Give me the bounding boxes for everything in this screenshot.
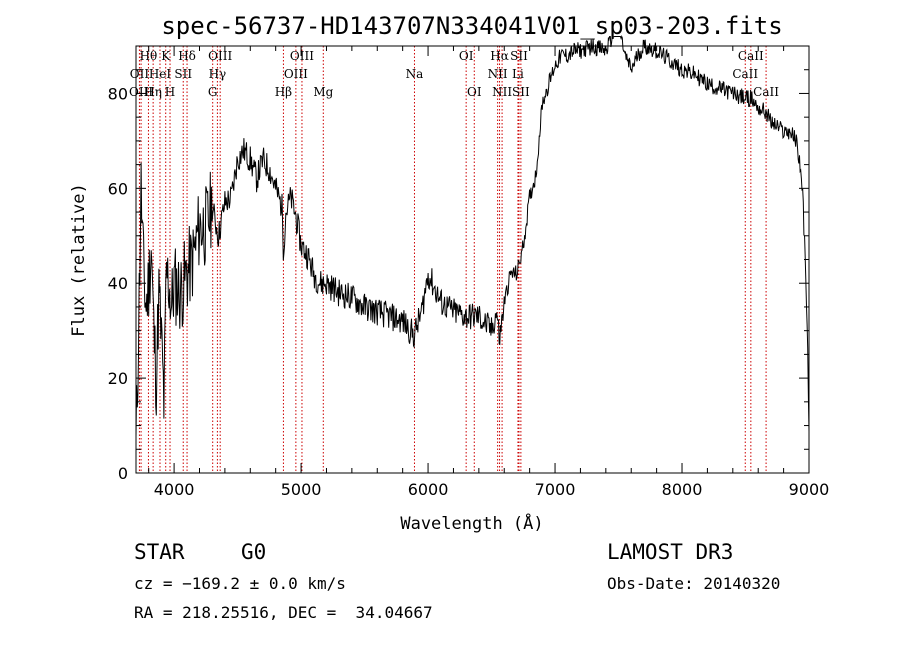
spectral-line-label: OI xyxy=(467,85,482,99)
spectral-line-label: Mg xyxy=(313,85,333,99)
chart-title: spec-56737-HD143707N334041V01_sp03-203.f… xyxy=(161,12,782,40)
y-tick-label: 40 xyxy=(108,274,128,293)
spectral-line-label: OIII xyxy=(208,49,232,63)
spectral-line-label: OIII xyxy=(290,49,314,63)
spectral-line-label: OI xyxy=(459,49,474,63)
spectral-line-label: OII xyxy=(130,67,150,81)
spectral-line-label: Na xyxy=(406,67,424,81)
y-tick-label: 0 xyxy=(118,464,128,483)
spectral-line-label: H xyxy=(165,85,175,99)
x-tick-label: 8000 xyxy=(662,480,703,499)
spectral-line-label: Hγ xyxy=(209,67,227,81)
spectral-line-label: SII xyxy=(174,67,192,81)
spectral-line-label: CaII xyxy=(738,49,764,63)
spectral-line-label: OIII xyxy=(284,67,308,81)
y-axis-label: Flux (relative) xyxy=(69,183,89,337)
observation-date: Obs-Date: 20140320 xyxy=(607,574,781,593)
axis-ticks: 4000 5000 6000 7000 8000 9000 0 20 40 60 80 xyxy=(108,46,830,499)
spectral-line-label: Hη xyxy=(144,85,162,99)
spectral-line-label: SII xyxy=(510,49,528,63)
spectral-line-label: Hβ xyxy=(275,85,292,99)
spectral-line-label: OIII xyxy=(129,85,153,99)
object-subclass: G0 xyxy=(241,540,267,564)
spectral-line-label: CaII xyxy=(732,67,758,81)
x-tick-label: 9000 xyxy=(789,480,830,499)
spectral-line-label: Li xyxy=(512,67,524,81)
spectral-line-label: Hθ xyxy=(140,49,158,63)
x-axis-label: Wavelength (Å) xyxy=(400,512,543,534)
y-tick-label: 60 xyxy=(108,179,128,198)
x-tick-label: 4000 xyxy=(154,480,195,499)
spectral-line-label: K xyxy=(161,49,171,63)
coordinates: RA = 218.25516, DEC = 34.04667 xyxy=(134,603,433,622)
y-tick-label: 80 xyxy=(108,84,128,103)
spectral-line-label: NII xyxy=(492,85,512,99)
spectrum-series-line xyxy=(135,35,810,437)
plot-frame xyxy=(135,45,810,474)
spectral-line-label: NII xyxy=(488,67,508,81)
spectral-line-label: Hα xyxy=(490,49,509,63)
spectral-line-label: Hδ xyxy=(178,49,196,63)
x-tick-label: 6000 xyxy=(408,480,449,499)
redshift-value: cz = −169.2 ± 0.0 km/s xyxy=(134,574,346,593)
object-class: STAR xyxy=(134,540,185,564)
survey-name: LAMOST DR3 xyxy=(607,540,734,564)
spectral-line-markers xyxy=(138,46,767,473)
y-tick-label: 20 xyxy=(108,369,128,388)
x-tick-label: 7000 xyxy=(535,480,576,499)
spectral-line-label: SII xyxy=(512,85,530,99)
spectral-line-label: G xyxy=(208,85,218,99)
spectral-line-label: HeI xyxy=(149,67,172,81)
x-tick-label: 5000 xyxy=(281,480,322,499)
spectral-line-label: CaII xyxy=(753,85,779,99)
